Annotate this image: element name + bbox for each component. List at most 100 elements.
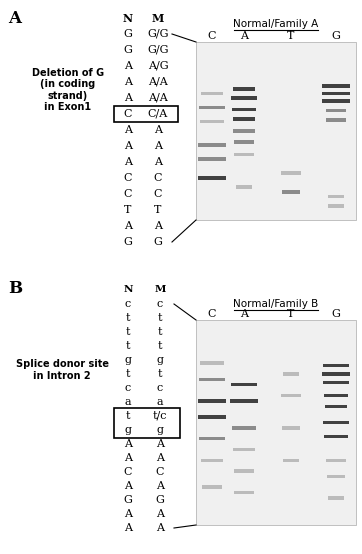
Text: g: g	[125, 355, 131, 365]
Text: C: C	[124, 467, 132, 477]
Text: A: A	[124, 157, 132, 167]
Text: t: t	[158, 341, 162, 351]
Text: G: G	[153, 237, 163, 247]
Text: Splice donor site
in Intron 2: Splice donor site in Intron 2	[16, 359, 109, 381]
Bar	[230, 399, 258, 403]
Bar	[233, 469, 254, 473]
Text: t: t	[158, 327, 162, 337]
Text: g: g	[156, 355, 164, 365]
Text: c: c	[157, 299, 163, 309]
Text: A: A	[124, 439, 132, 449]
Text: A: A	[124, 125, 132, 135]
Bar	[328, 204, 344, 208]
Text: M: M	[154, 285, 166, 295]
Text: G/G: G/G	[147, 29, 169, 39]
Text: Normal/Family A: Normal/Family A	[233, 19, 319, 29]
Bar	[236, 186, 252, 189]
Text: A: A	[124, 509, 132, 519]
Text: t: t	[126, 369, 130, 379]
Bar	[233, 141, 254, 144]
Text: A: A	[154, 141, 162, 151]
Text: C: C	[124, 173, 132, 183]
Bar	[233, 448, 255, 451]
Bar	[325, 109, 346, 112]
Text: G: G	[123, 495, 132, 505]
Bar	[325, 404, 347, 408]
Text: G: G	[123, 237, 132, 247]
Bar	[324, 394, 348, 397]
Bar	[328, 496, 344, 500]
Bar	[198, 176, 226, 179]
Text: C: C	[208, 31, 216, 41]
Bar	[199, 378, 225, 381]
Bar	[281, 171, 300, 175]
Text: N: N	[123, 285, 133, 295]
Bar	[201, 459, 223, 462]
Text: Normal/Family B: Normal/Family B	[233, 299, 319, 309]
Text: A: A	[124, 141, 132, 151]
Text: C: C	[124, 109, 132, 119]
Bar	[114, 408, 180, 438]
Bar	[323, 99, 350, 103]
Text: G/G: G/G	[147, 45, 169, 55]
Text: T: T	[287, 309, 295, 319]
Text: C: C	[154, 173, 162, 183]
Bar	[323, 381, 349, 384]
Text: A: A	[124, 523, 132, 533]
Text: A: A	[156, 523, 164, 533]
Bar	[324, 435, 348, 438]
Bar	[327, 459, 346, 462]
Bar	[281, 394, 300, 397]
Bar	[201, 92, 223, 95]
Text: A: A	[156, 481, 164, 491]
Text: C: C	[208, 309, 216, 319]
Bar	[233, 129, 255, 133]
Text: A: A	[156, 439, 164, 449]
Bar	[321, 92, 350, 95]
Bar	[199, 437, 225, 440]
Text: B: B	[8, 280, 22, 297]
Text: c: c	[125, 299, 131, 309]
Bar	[282, 190, 300, 194]
Text: t: t	[126, 341, 130, 351]
Bar	[198, 416, 226, 419]
Text: A/A: A/A	[148, 93, 168, 103]
Text: t: t	[126, 327, 130, 337]
Bar	[198, 399, 226, 403]
Bar	[202, 485, 222, 489]
Bar	[327, 118, 346, 121]
Bar	[200, 361, 224, 365]
Bar	[231, 383, 257, 387]
Text: C: C	[156, 467, 164, 477]
Text: A: A	[124, 221, 132, 231]
Text: T: T	[287, 31, 295, 41]
Bar	[198, 143, 226, 147]
Text: a: a	[157, 397, 163, 407]
Text: t: t	[126, 411, 130, 421]
Bar	[323, 372, 350, 376]
Bar	[114, 106, 178, 122]
Text: A/A: A/A	[148, 77, 168, 87]
Text: A/G: A/G	[148, 61, 168, 71]
Text: G: G	[332, 31, 340, 41]
Bar	[199, 106, 225, 109]
Text: t: t	[126, 313, 130, 323]
Bar	[327, 475, 345, 478]
Text: A: A	[154, 221, 162, 231]
Text: c: c	[125, 383, 131, 393]
Text: T: T	[124, 205, 132, 215]
Text: A: A	[124, 93, 132, 103]
Bar	[235, 491, 254, 494]
Text: G: G	[123, 45, 132, 55]
Bar	[200, 120, 224, 124]
Bar	[196, 42, 356, 220]
Text: t: t	[158, 313, 162, 323]
Text: M: M	[152, 13, 164, 23]
Text: A: A	[154, 125, 162, 135]
Bar	[323, 420, 349, 424]
Text: G: G	[156, 495, 164, 505]
Text: C/A: C/A	[148, 109, 168, 119]
Bar	[198, 157, 226, 161]
Text: A: A	[154, 157, 162, 167]
Text: A: A	[156, 509, 164, 519]
